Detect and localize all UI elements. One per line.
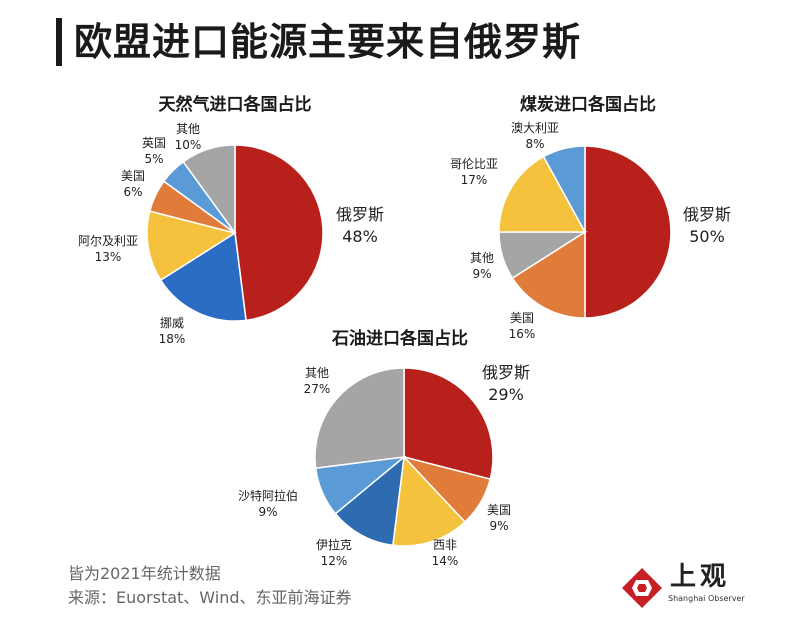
slice-label: 沙特阿拉伯 — [238, 488, 298, 503]
slice-value: 48% — [342, 227, 378, 246]
pie-slice — [403, 367, 494, 481]
slice-value: 13% — [95, 250, 122, 264]
slice-label: 美国 — [510, 311, 534, 325]
pie-slice — [584, 145, 672, 319]
slice-value: 17% — [461, 173, 488, 187]
data-note: 皆为2021年统计数据 — [68, 564, 221, 583]
pie-slice — [511, 230, 586, 319]
slice-label: 其他 — [305, 366, 329, 380]
slice-value: 16% — [509, 327, 536, 341]
page-title: 欧盟进口能源主要来自俄罗斯 — [74, 20, 582, 64]
slice-value: 8% — [525, 137, 544, 151]
pie-slice — [314, 367, 405, 469]
pie-slice — [234, 144, 324, 322]
slice-label: 美国 — [121, 169, 145, 183]
pie-slice — [392, 455, 466, 547]
slice-label: 哥伦比亚 — [450, 156, 498, 171]
slice-label: 其他 — [470, 251, 494, 265]
slice-value: 14% — [432, 554, 459, 568]
slice-value: 50% — [689, 227, 725, 246]
slice-label: 英国 — [142, 136, 166, 150]
slice-label: 美国 — [487, 503, 511, 517]
slice-label: 俄罗斯 — [683, 205, 731, 224]
slice-value: 5% — [144, 152, 163, 166]
slice-value: 9% — [258, 505, 277, 519]
slice-label: 俄罗斯 — [482, 363, 530, 382]
slice-value: 27% — [304, 382, 331, 396]
slice-value: 9% — [489, 519, 508, 533]
slice-value: 10% — [175, 138, 202, 152]
slice-label: 伊拉克 — [316, 537, 352, 552]
slice-label: 俄罗斯 — [336, 205, 384, 224]
slice-value: 18% — [159, 332, 186, 346]
slice-value: 12% — [321, 554, 348, 568]
pie-slice — [334, 455, 405, 547]
pie-slice — [146, 210, 237, 282]
title-accent-bar — [56, 18, 62, 66]
slice-label: 西非 — [433, 538, 457, 552]
source-note: 来源：Euorstat、Wind、东亚前海证券 — [68, 588, 352, 607]
slice-value: 9% — [472, 267, 491, 281]
chart-title: 天然气进口各国占比 — [159, 94, 312, 115]
slice-value: 29% — [488, 385, 524, 404]
pie-slice — [542, 145, 586, 233]
shanghai-observer-logo-icon — [622, 568, 662, 608]
chart-title: 石油进口各国占比 — [331, 328, 468, 349]
slice-label: 阿尔及利亚 — [78, 233, 138, 248]
slice-label: 澳大利亚 — [511, 121, 559, 135]
slice-label: 其他 — [176, 122, 200, 136]
slice-value: 6% — [123, 185, 142, 199]
chart-title: 煤炭进口各国占比 — [520, 94, 656, 115]
slice-label: 挪威 — [160, 316, 184, 330]
logo-subtitle: Shanghai Observer — [668, 594, 745, 603]
pie-slice — [498, 155, 587, 233]
pie-slice — [159, 231, 247, 322]
logo-name: 上观 — [670, 562, 731, 592]
pie-slice — [182, 144, 236, 236]
